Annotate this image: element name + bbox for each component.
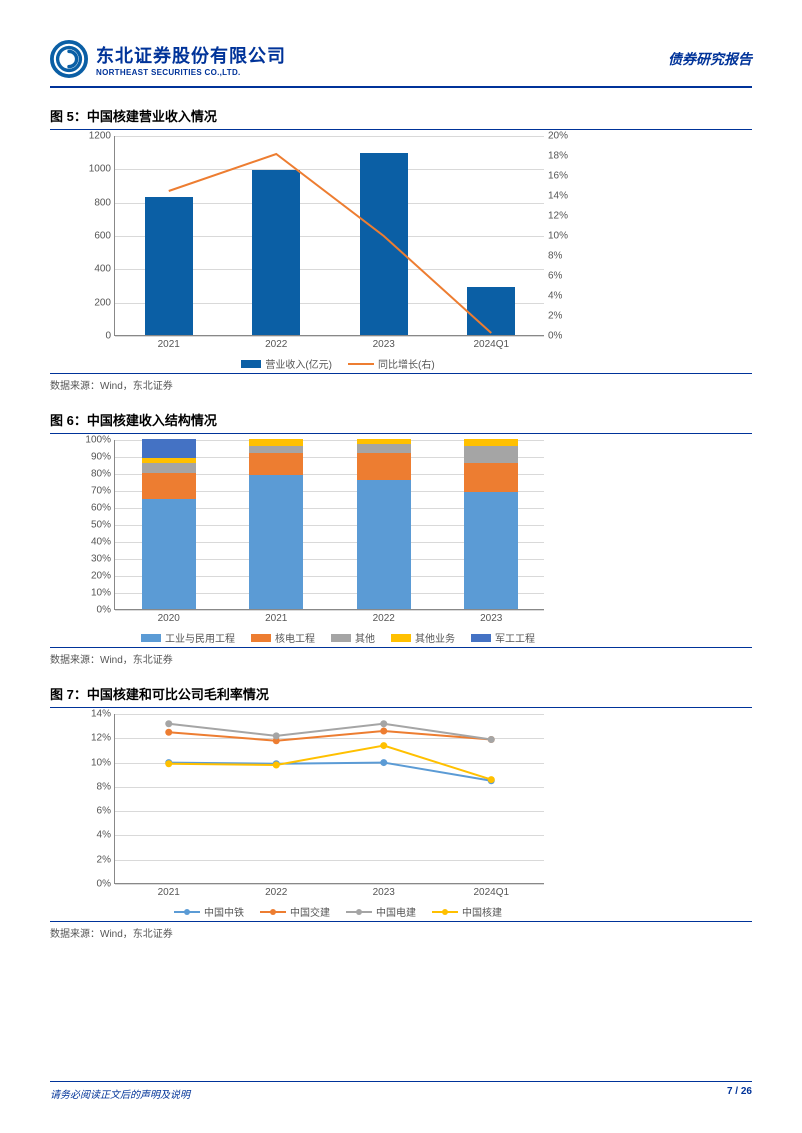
legend-item: 同比增长(右) — [348, 356, 435, 371]
fig7-plot: 0%2%4%6%8%10%12%14%2021202220232024Q1 — [114, 714, 544, 884]
fig7-source: 数据来源：Wind，东北证券 — [50, 921, 752, 940]
legend-item: 核电工程 — [251, 630, 315, 645]
fig7-title: 图 7：中国核建和可比公司毛利率情况 — [50, 684, 752, 708]
fig6-source: 数据来源：Wind，东北证券 — [50, 647, 752, 666]
fig5-plot: 0200400600800100012000%2%4%6%8%10%12%14%… — [114, 136, 544, 336]
fig6-chart: 0%10%20%30%40%50%60%70%80%90%100%2020202… — [78, 440, 598, 645]
legend-item: 中国交建 — [260, 904, 330, 919]
legend-item: 中国中铁 — [174, 904, 244, 919]
footer-disclaimer: 请务必阅读正文后的声明及说明 — [50, 1086, 190, 1101]
fig7-chart: 0%2%4%6%8%10%12%14%2021202220232024Q1 中国… — [78, 714, 598, 919]
logo-block: 东北证券股份有限公司 NORTHEAST SECURITIES CO.,LTD. — [50, 40, 286, 78]
legend-item: 中国核建 — [432, 904, 502, 919]
fig5-legend: 营业收入(亿元) 同比增长(右) — [78, 356, 598, 371]
doc-type: 债券研究报告 — [668, 49, 752, 69]
fig6-legend: 工业与民用工程 核电工程 其他 其他业务 军工工程 — [78, 630, 598, 645]
fig6-title: 图 6：中国核建收入结构情况 — [50, 410, 752, 434]
x-tick: 2023 — [373, 335, 395, 350]
company-logo-icon — [50, 40, 88, 78]
legend-item: 中国电建 — [346, 904, 416, 919]
fig5-chart: 0200400600800100012000%2%4%6%8%10%12%14%… — [78, 136, 598, 371]
legend-item: 工业与民用工程 — [141, 630, 235, 645]
fig6-plot: 0%10%20%30%40%50%60%70%80%90%100%2020202… — [114, 440, 544, 610]
x-tick: 2022 — [265, 335, 287, 350]
legend-item: 军工工程 — [471, 630, 535, 645]
company-name-en: NORTHEAST SECURITIES CO.,LTD. — [96, 68, 286, 77]
page-header: 东北证券股份有限公司 NORTHEAST SECURITIES CO.,LTD.… — [50, 40, 752, 88]
x-tick: 2024Q1 — [473, 335, 509, 350]
x-tick: 2021 — [158, 335, 180, 350]
footer-page: 7 / 26 — [727, 1086, 752, 1101]
legend-item: 营业收入(亿元) — [241, 356, 332, 371]
fig7-legend: 中国中铁 中国交建 中国电建 中国核建 — [78, 904, 598, 919]
company-name-cn: 东北证券股份有限公司 — [96, 42, 286, 68]
page-footer: 请务必阅读正文后的声明及说明 7 / 26 — [50, 1081, 752, 1101]
fig5-title: 图 5：中国核建营业收入情况 — [50, 106, 752, 130]
legend-item: 其他业务 — [391, 630, 455, 645]
fig5-source: 数据来源：Wind，东北证券 — [50, 373, 752, 392]
legend-item: 其他 — [331, 630, 375, 645]
